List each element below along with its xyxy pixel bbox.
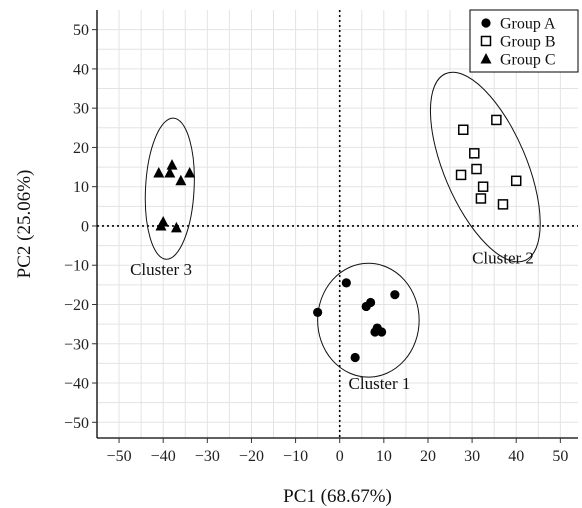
cluster-label-1: Cluster 1 [349,374,411,393]
data-point [365,297,376,308]
y-tick-label: −30 [64,336,89,353]
data-point [164,166,176,178]
data-point [153,166,165,178]
y-tick-label: −50 [64,415,89,432]
cluster-ellipse-2 [429,71,541,263]
data-point [170,221,182,233]
reference-lines [97,10,578,438]
data-point [155,219,167,231]
legend-marker [480,53,492,64]
x-tick-label: −20 [239,448,264,465]
cluster-ellipse-3 [144,117,195,260]
data-point [377,327,387,337]
data-point [497,199,509,210]
data-point [455,169,467,181]
data-point [510,175,522,187]
y-tick-label: 20 [73,140,89,157]
data-point [471,163,482,175]
data-point [341,278,351,288]
y-axis-title: PC2 (25.06%) [14,170,35,279]
cluster-label-2: Cluster 2 [472,248,534,267]
legend-marker [481,18,491,28]
y-tick-label: −40 [64,376,89,393]
x-tick-label: 0 [336,448,344,465]
y-tick-label: 30 [73,101,89,118]
data-point [313,307,323,317]
x-tick-label: 30 [464,448,480,465]
legend-marker [480,35,492,47]
x-axis-title: PC1 (68.67%) [283,486,392,507]
legend-item: Group A [481,16,556,33]
cluster-ellipse-1 [317,262,420,378]
data-point [491,114,502,126]
x-tick-label: −50 [107,448,132,465]
legend-item: Group B [480,34,556,51]
data-point [166,159,178,170]
legend-label: Group A [500,16,556,33]
y-tick-label: 0 [81,218,89,235]
data-point [184,166,196,178]
y-tick-label: −20 [64,297,89,314]
legend-item: Group C [480,52,556,69]
x-tick-label: −30 [195,448,220,465]
data-point [458,124,469,136]
data-point [475,193,487,204]
data-point [370,327,380,337]
series-group-c [153,159,196,233]
data-point [390,290,400,300]
data-point [469,148,480,159]
x-tick-label: 20 [420,448,436,465]
axes: −50 −40 −30 −20 −10 0 10 20 30 40 50 −50 −40 −30 −20 −1… [64,10,578,465]
grid [97,10,578,438]
data-point [175,174,187,186]
cluster-label-3: Cluster 3 [130,260,192,279]
data-points [153,114,522,363]
series-group-b [455,114,522,210]
series-group-a [313,278,400,363]
y-tick-label: −10 [64,258,89,275]
y-tick-label: 10 [73,179,89,196]
cluster-annotations: Cluster 1 Cluster 2 Cluster 3 [130,248,534,393]
data-point [350,352,360,363]
x-tick-label: −40 [151,448,176,465]
x-tick-label: 40 [508,448,524,465]
data-point [477,181,489,192]
legend-label: Group B [500,34,556,51]
y-tick-label: 50 [73,22,89,39]
cluster-ellipses [144,71,541,378]
y-tick-label: 40 [73,61,89,78]
x-tick-label: 50 [552,448,568,465]
legend-label: Group C [500,52,556,69]
x-tick-label: 10 [376,448,392,465]
x-tick-label: −10 [283,448,308,465]
